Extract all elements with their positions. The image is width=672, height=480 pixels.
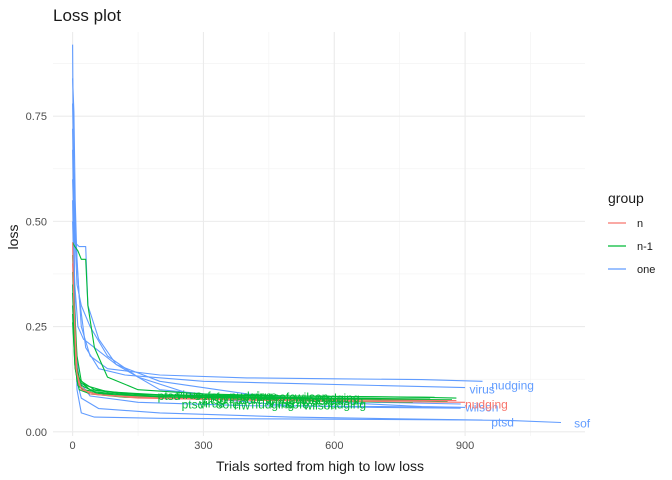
- overlap-series-label: virus: [295, 393, 320, 407]
- overlap-series-label: sofe: [217, 397, 240, 411]
- overlap-series-label: ptsd: [158, 389, 181, 403]
- overlap-series-label: nudging: [275, 393, 318, 407]
- legend-label: n-1: [637, 241, 653, 253]
- x-tick-label: 900: [456, 440, 474, 452]
- overlap-series-label: sofe: [273, 390, 296, 404]
- x-tick-label: 600: [325, 440, 343, 452]
- minor-gridlines: [53, 32, 585, 436]
- series-line-one: [72, 200, 461, 408]
- overlap-series-label: rfw: [234, 398, 250, 412]
- x-tick-label: 0: [70, 440, 76, 452]
- legend-label: one: [637, 264, 655, 276]
- legend-title: group: [608, 190, 644, 206]
- series-line-one: [72, 78, 483, 382]
- y-tick-label: 0.75: [26, 111, 47, 123]
- series-end-label: nudging: [491, 379, 534, 393]
- y-axis-title: loss: [5, 225, 21, 250]
- legend-entries: n n-1 one: [608, 218, 655, 276]
- y-tick-label: 0.25: [26, 322, 47, 334]
- overlap-series-label: sofe: [241, 393, 264, 407]
- x-axis-title: Trials sorted from high to low loss: [216, 458, 424, 474]
- series-line-one: [72, 179, 466, 408]
- x-tick-label: 300: [194, 440, 212, 452]
- overlap-series-label: wilson: [303, 398, 337, 412]
- overlap-series-label: nudging: [251, 397, 294, 411]
- legend-label: n: [637, 218, 643, 230]
- overlap-series-label: virus: [251, 389, 276, 403]
- series-line-one: [72, 103, 466, 389]
- overlap-series-label: virus: [223, 392, 248, 406]
- overlap-series-label: ptsd: [182, 397, 205, 411]
- overlap-series-label: wilson: [329, 394, 363, 408]
- overlap-series-label: sofe: [286, 397, 309, 411]
- series-end-label: sof: [574, 416, 591, 430]
- series-end-label: ptsd: [491, 416, 514, 430]
- series-end-label: wilson: [464, 400, 498, 414]
- chart-title: Loss plot: [53, 6, 121, 25]
- overlap-series-label: ptsd: [203, 393, 226, 407]
- y-tick-label: 0.00: [26, 427, 47, 439]
- overlap-series-label: nudging: [323, 397, 366, 411]
- overlap-series-label: nudging: [230, 389, 273, 403]
- overlap-series-label: wilson: [294, 390, 328, 404]
- series-end-label: nudging: [465, 397, 508, 411]
- overlap-series-label: virus: [176, 388, 201, 402]
- x-axis-ticks: 0 300 600 900: [70, 440, 475, 452]
- series-end-label: virus: [469, 383, 494, 397]
- overlap-series-label: nudging: [317, 391, 360, 405]
- overlap-series-label: rfw: [212, 390, 228, 404]
- legend: group n n-1 one: [608, 190, 655, 276]
- y-axis-ticks: 0.00 0.25 0.50 0.75: [26, 111, 47, 439]
- y-tick-label: 0.50: [26, 216, 47, 228]
- series-line-n: [72, 263, 457, 402]
- overlap-series-label: virus: [269, 397, 294, 411]
- overlap-series-label: sofe: [195, 389, 218, 403]
- overlap-series-label: sofe: [312, 394, 335, 408]
- series-lines: [72, 44, 562, 424]
- overlap-series-label: rfw: [258, 394, 274, 408]
- overlap-series-label: virus: [199, 397, 224, 411]
